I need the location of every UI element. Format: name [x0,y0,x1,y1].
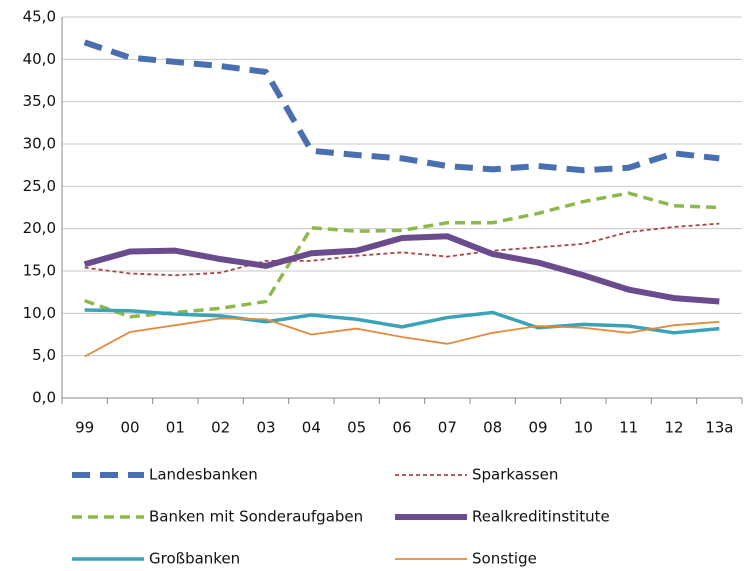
x-tick-label: 06 [392,419,411,437]
y-tick-label: 35,0 [23,92,56,110]
x-tick-label: 10 [574,419,593,437]
legend-label: Sparkassen [472,466,558,484]
x-tick-label: 02 [211,419,230,437]
y-tick-label: 10,0 [23,304,56,322]
x-tick-label: 01 [166,419,185,437]
series-line [84,317,720,358]
x-tick-label: 13a [705,419,733,437]
x-tick-label: 05 [347,419,366,437]
series-line [84,308,720,335]
x-tick-label: 00 [120,419,139,437]
y-tick-label: 15,0 [23,262,56,280]
series-line [84,222,720,277]
x-tick-label: 04 [302,419,321,437]
x-tick-label: 08 [483,419,502,437]
x-tick-label: 03 [256,419,275,437]
x-tick-label: 11 [619,419,638,437]
x-tick-label: 09 [528,419,547,437]
legend-label: Großbanken [149,550,240,568]
y-tick-label: 25,0 [23,177,56,195]
x-tick-label: 12 [664,419,683,437]
legend-label: Sonstige [472,550,537,568]
y-tick-label: 20,0 [23,219,56,237]
legend-label: Banken mit Sonderaufgaben [149,508,363,526]
y-tick-label: 40,0 [23,50,56,68]
y-tick-label: 5,0 [32,346,56,364]
y-tick-label: 0,0 [32,389,56,407]
y-tick-label: 30,0 [23,135,56,153]
y-tick-label: 45,0 [23,8,56,26]
series-line [84,191,720,319]
legend-label: Realkreditinstitute [472,508,610,526]
series-line [83,39,720,174]
series-line [83,233,720,305]
x-tick-label: 07 [438,419,457,437]
x-tick-label: 99 [75,419,94,437]
legend-label: Landesbanken [149,466,258,484]
